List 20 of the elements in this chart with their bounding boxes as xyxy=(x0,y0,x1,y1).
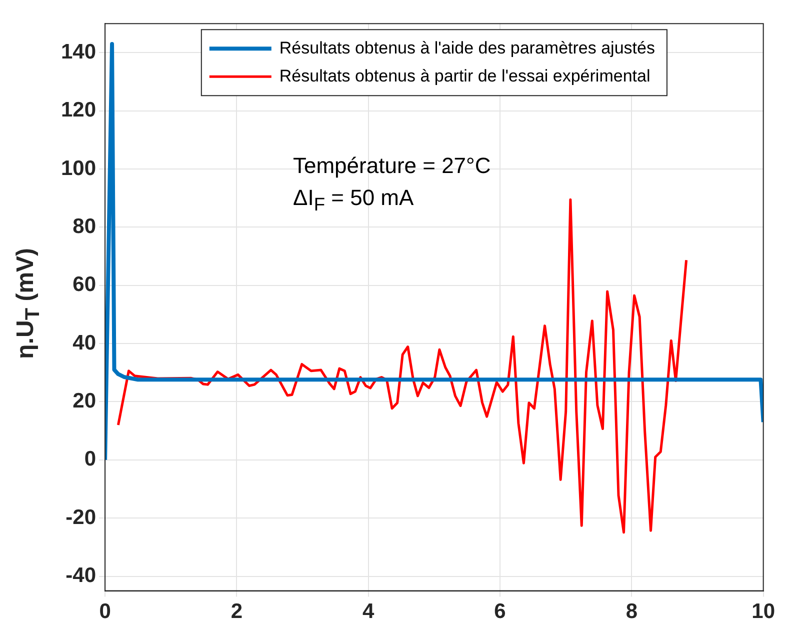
annotation: ΔI$_{F}$ = 50 mA xyxy=(293,184,415,216)
y-tick-label: 40 xyxy=(72,331,96,354)
x-tick-label: 2 xyxy=(230,600,243,624)
y-tick-label: 80 xyxy=(72,215,96,238)
y-tick-label: -40 xyxy=(66,564,96,588)
y-tick-label: 100 xyxy=(60,156,96,180)
y-tick-label: 60 xyxy=(72,273,96,296)
y-tick-label: -20 xyxy=(66,506,96,529)
y-tick-label: 140 xyxy=(60,40,96,64)
legend-label: Résultats obtenus à partir de l'essai expérimental xyxy=(279,66,650,86)
y-tick-label: 20 xyxy=(72,390,96,413)
annotation: Température = 27°C xyxy=(293,152,491,180)
x-tick-label: 8 xyxy=(626,600,638,624)
x-tick-label: 6 xyxy=(494,600,506,624)
legend-label: Résultats obtenus à l'aide des paramètres ajustés xyxy=(279,38,655,58)
x-tick-label: 10 xyxy=(752,600,775,624)
x-tick-label: 0 xyxy=(99,600,111,624)
y-tick-label: 120 xyxy=(60,98,96,122)
x-tick-label: 4 xyxy=(362,600,375,624)
y-tick-label: 0 xyxy=(84,448,96,471)
